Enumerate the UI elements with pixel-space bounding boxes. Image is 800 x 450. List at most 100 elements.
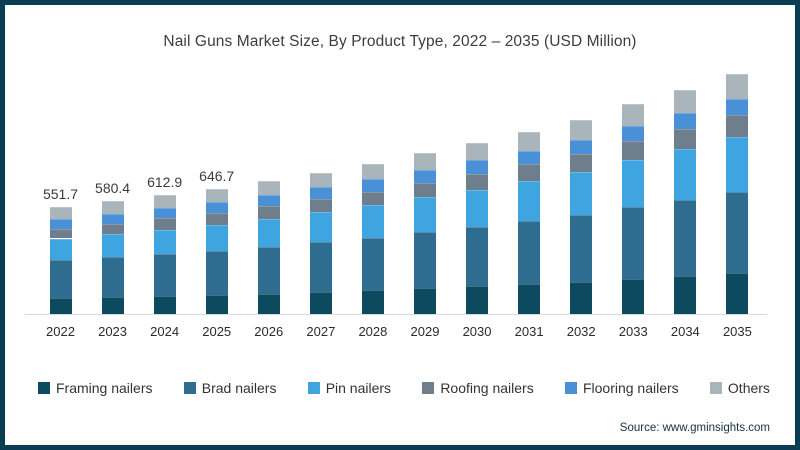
bar-segment-framing-nailers [257,293,280,314]
bar-segment-flooring-nailers [101,213,124,224]
bar-segment-brad-nailers [622,207,645,280]
bar-2028 [361,163,384,314]
legend-label-roofing-nailers: Roofing nailers [440,380,534,396]
bar-segment-flooring-nailers [257,194,280,207]
legend-swatch-others [709,382,722,394]
plot-area: 551.7 2022 580.4 2023 612.9 2024 646.7 2025 2026… [5,5,795,445]
legend-item-pin-nailers: Pin nailers [307,380,392,396]
bar-segment-roofing-nailers [674,128,697,150]
bar-segment-pin-nailers [622,159,645,208]
x-axis-tick-2024: 2024 [150,324,180,339]
bar-segment-framing-nailers [101,297,124,314]
legend-item-flooring-nailers: Flooring nailers [564,380,679,396]
bar-value-label-2022: 551.7 [42,185,79,202]
bar-2029 [413,152,436,314]
bar-value-label-2025: 646.7 [199,167,235,184]
x-axis-tick-2030: 2030 [462,324,492,339]
bar-segment-others [49,207,72,219]
bar-segment-pin-nailers [726,136,749,192]
x-axis-tick-2028: 2028 [358,324,388,339]
bar-segment-roofing-nailers [622,140,645,160]
bar-segment-framing-nailers [49,298,72,314]
legend-swatch-pin-nailers [307,382,320,394]
bar-segment-brad-nailers [570,215,593,283]
bar-segment-flooring-nailers [518,150,541,165]
bar-segment-flooring-nailers [466,160,489,174]
bar-segment-flooring-nailers [361,179,384,192]
bar-2034 [674,90,697,314]
bar-segment-others [413,152,436,170]
bar-2024 [153,195,176,314]
legend-swatch-flooring-nailers [564,382,577,394]
bar-segment-others [101,201,124,214]
bar-segment-flooring-nailers [622,125,645,141]
legend-label-others: Others [727,380,770,396]
bar-segment-others [570,119,593,140]
x-axis-tick-2034: 2034 [670,324,700,339]
bar-segment-framing-nailers [205,294,228,314]
bar-segment-brad-nailers [413,232,436,289]
x-axis-tick-2032: 2032 [566,324,596,339]
x-axis-tick-2025: 2025 [202,324,232,339]
bar-2030 [466,142,489,314]
bar-segment-flooring-nailers [205,201,228,213]
x-axis-tick-2022: 2022 [46,324,75,339]
bar-segment-others [257,180,280,195]
bar-segment-brad-nailers [726,191,749,274]
bar-segment-roofing-nailers [101,223,124,235]
bar-segment-flooring-nailers [309,187,332,200]
bar-segment-others [674,90,697,113]
bar-segment-framing-nailers [622,279,645,314]
bar-segment-pin-nailers [257,218,280,247]
bar-segment-brad-nailers [518,221,541,285]
bar-segment-others [518,131,541,151]
bar-segment-flooring-nailers [674,112,697,129]
bar-segment-framing-nailers [518,284,541,314]
bar-segment-others [205,188,228,202]
bar-segment-pin-nailers [101,234,124,258]
bar-segment-others [726,74,749,99]
bar-2022 [49,207,72,314]
bar-segment-others [309,172,332,188]
legend-label-framing-nailers: Framing nailers [56,380,153,396]
bar-segment-flooring-nailers [413,169,436,183]
chart-title: Nail Guns Market Size, By Product Type, … [163,33,637,50]
legend-item-brad-nailers: Brad nailers [183,380,276,396]
x-axis-tick-2026: 2026 [254,324,284,339]
bar-2035 [726,74,749,314]
bar-segment-pin-nailers [674,149,697,200]
bar-segment-framing-nailers [309,292,332,314]
legend-item-framing-nailers: Framing nailers [38,380,152,396]
legend-label-pin-nailers: Pin nailers [325,380,392,396]
bar-segment-roofing-nailers [361,191,384,206]
legend-label-flooring-nailers: Flooring nailers [582,380,679,396]
bar-segment-brad-nailers [101,257,124,298]
bar-value-label-2023: 580.4 [95,180,131,197]
bar-2025 [205,188,228,314]
bar-segment-brad-nailers [361,237,384,291]
legend-swatch-framing-nailers [38,382,50,394]
bar-segment-framing-nailers [674,276,697,314]
bar-2027 [309,172,332,314]
bar-segment-roofing-nailers [49,228,72,239]
bar-2032 [570,119,593,314]
bar-segment-pin-nailers [309,212,332,243]
bar-value-label-2024: 612.9 [147,174,183,191]
legend-item-roofing-nailers: Roofing nailers [422,380,534,396]
x-axis-tick-2035: 2035 [722,324,752,339]
bar-segment-brad-nailers [205,250,228,295]
bar-segment-brad-nailers [153,254,176,297]
bar-segment-roofing-nailers [153,218,176,230]
bar-segment-framing-nailers [466,286,489,314]
bar-2023 [101,201,124,314]
bar-segment-flooring-nailers [49,218,72,229]
bar-segment-roofing-nailers [413,182,436,198]
legend-swatch-brad-nailers [183,382,196,394]
x-axis-tick-2033: 2033 [618,324,648,339]
bar-segment-brad-nailers [466,227,489,287]
bar-2031 [518,131,541,314]
bar-segment-others [153,195,176,208]
legend-item-others: Others [709,380,770,396]
bar-segment-pin-nailers [466,189,489,228]
